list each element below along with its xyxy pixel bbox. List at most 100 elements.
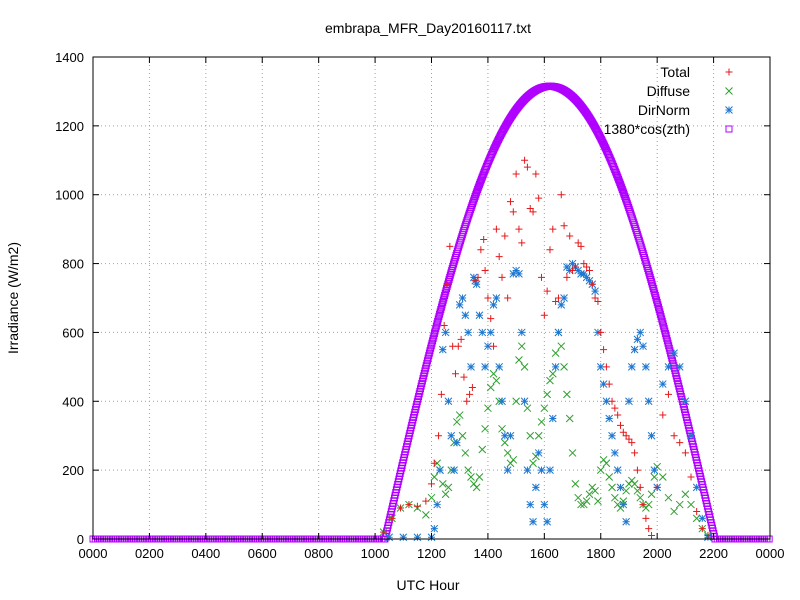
data-point [636,328,645,337]
data-point [433,500,441,509]
data-point [469,200,477,208]
data-point [546,246,554,254]
data-point [596,363,605,371]
data-point [636,493,645,502]
data-point [518,239,526,247]
data-point [664,493,673,502]
legend-label: 1380*cos(zth) [604,121,690,137]
data-point [484,404,492,413]
data-point [489,369,498,378]
data-point [657,313,665,321]
data-point [457,335,465,343]
data-point [616,421,624,429]
data-point [515,225,523,233]
data-point [503,449,512,457]
data-point [517,342,526,351]
data-point [500,438,509,447]
series-total [380,156,712,540]
data-point [532,170,540,178]
data-point [474,273,482,281]
x-tick-label: 2000 [643,546,672,561]
data-point [453,418,461,426]
data-point [605,473,614,481]
data-point [540,311,548,319]
data-point [444,397,453,406]
data-point [509,208,517,216]
data-point [600,346,608,354]
x-tick-label: 2200 [699,546,728,561]
data-point [451,370,459,378]
data-point [616,483,625,492]
data-point [642,258,650,266]
data-point [475,473,484,481]
data-point [427,342,435,350]
data-point [619,500,628,509]
data-point [642,514,650,522]
data-point [594,497,602,505]
data-point [620,191,628,199]
data-point [431,327,439,335]
data-point [681,449,689,457]
data-point [658,380,667,388]
data-point [618,185,626,193]
data-point [639,501,647,509]
data-point [432,322,440,330]
data-point [608,431,616,440]
y-tick-label: 1000 [55,188,84,203]
data-point [443,280,451,288]
data-point [647,276,655,284]
data-point [481,424,489,433]
series-1380-cos-zth- [89,82,773,543]
data-point [515,270,523,278]
data-point [458,431,467,440]
data-point [676,439,684,447]
data-point [430,524,439,533]
data-point [548,369,557,378]
data-point [588,280,596,288]
data-point [565,414,574,423]
data-point [660,325,668,333]
data-point [656,308,664,316]
data-point [535,194,543,202]
data-point [663,334,671,342]
data-point [630,345,639,354]
data-point [523,466,532,474]
grid [93,57,770,539]
data-point [574,493,583,502]
data-point [591,486,599,495]
data-point [441,291,449,299]
data-point [509,455,518,464]
data-point [693,507,701,515]
data-point [466,390,474,398]
data-point [427,493,436,502]
data-point [467,363,475,371]
data-point [557,301,566,309]
data-point [436,466,444,474]
data-point [582,497,591,505]
data-point [503,466,512,474]
data-point [434,315,442,323]
data-point [665,344,673,352]
data-point [469,273,478,282]
data-point [470,194,478,202]
data-point [492,225,500,233]
data-point [611,449,619,457]
data-point [655,303,663,311]
data-point [666,347,674,355]
data-point [495,363,504,371]
data-point [413,502,421,510]
data-point [577,242,585,250]
data-point [523,163,531,171]
data-point [648,532,656,540]
data-point [551,349,560,357]
data-point [591,287,599,295]
data-point [430,473,439,481]
data-point [486,328,495,337]
data-point [642,260,650,268]
data-point [675,363,684,371]
data-point [455,411,464,419]
data-point [446,273,454,281]
data-point [537,418,546,426]
data-point [470,196,478,204]
data-point [521,156,529,164]
